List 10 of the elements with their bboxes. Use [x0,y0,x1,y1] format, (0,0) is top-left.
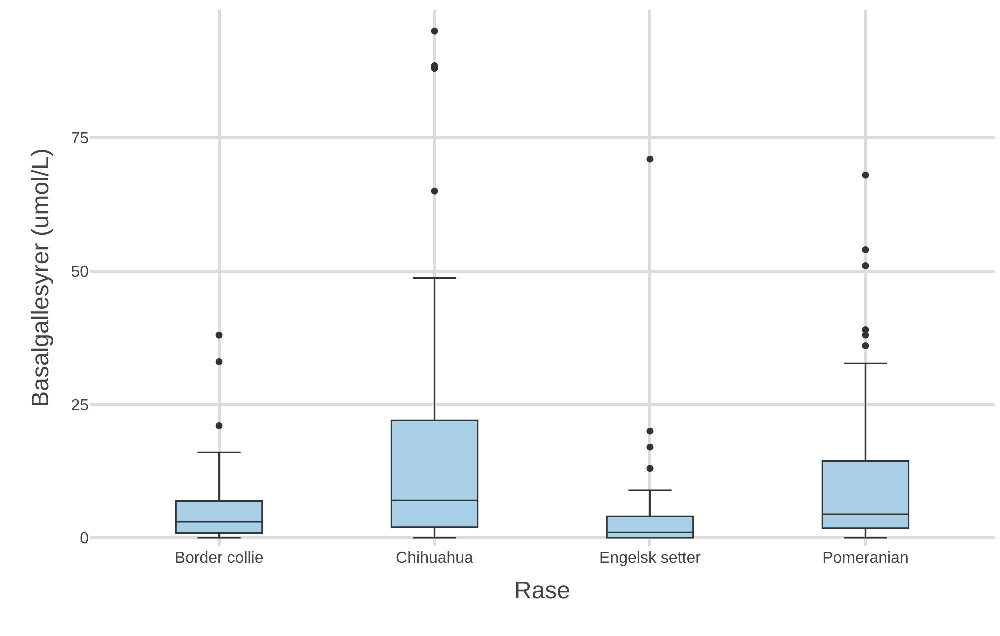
y-tick-label: 75 [71,130,90,148]
x-tick-label: Chihuahua [396,550,474,567]
x-tick-label: Engelsk setter [600,550,702,567]
x-axis-title: Rase [514,577,571,604]
x-tick-label: Pomeranian [822,550,909,567]
y-tick-label: 25 [71,397,90,414]
y-tick-label: 0 [80,530,90,548]
x-tick-label: Border collie [174,550,264,567]
y-axis-title: Basalgallesyrer (umol/L) [27,148,54,408]
y-tick-label: 50 [71,264,90,281]
